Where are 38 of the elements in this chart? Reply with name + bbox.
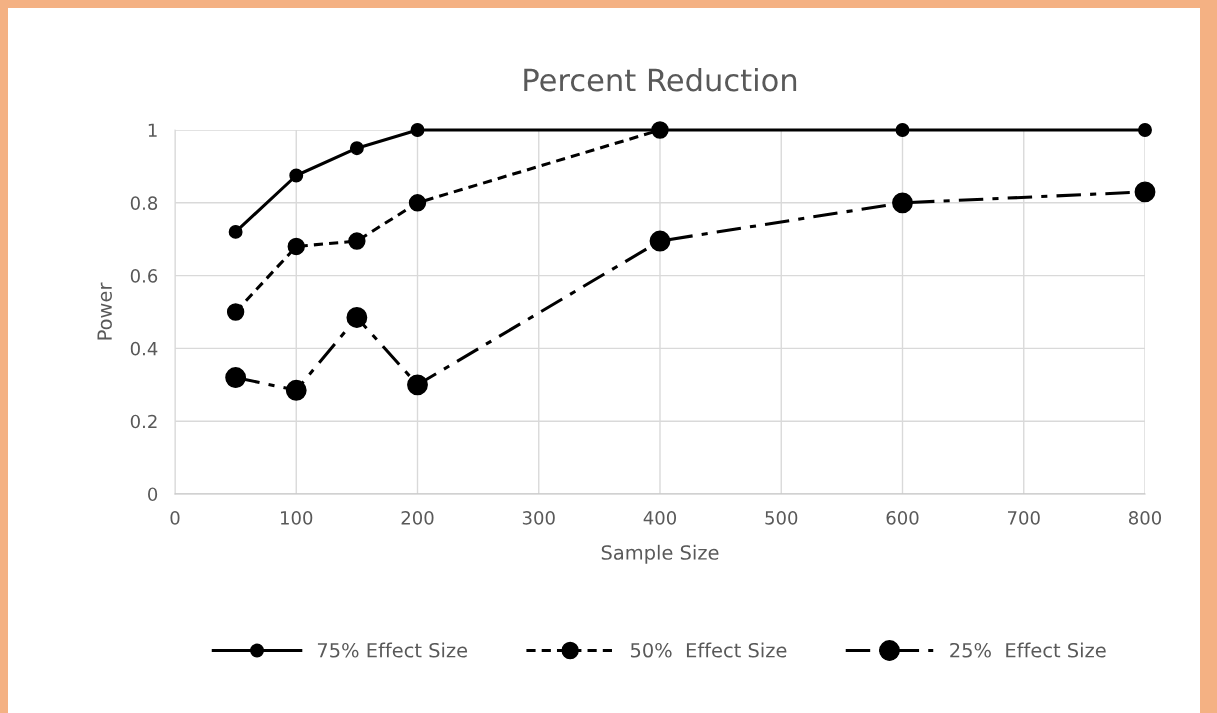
y-tick-label: 0.2 [130, 414, 157, 429]
legend-label: 75% Effect Size [317, 642, 468, 658]
x-axis-title: Sample Size [601, 544, 719, 564]
point [228, 224, 243, 239]
point [225, 367, 247, 388]
point [649, 230, 671, 252]
y-tick-label: 0.6 [130, 269, 158, 283]
point [348, 232, 366, 250]
y-axis-title: Power [97, 282, 112, 340]
x-tick-label: 300 [522, 510, 555, 525]
legend-label: 25% Effect Size [950, 642, 1106, 658]
x-tick-label: 200 [401, 510, 434, 525]
point [410, 123, 425, 137]
legend-label: 50% Effect Size [630, 642, 787, 658]
x-tick-label: 600 [886, 510, 919, 525]
x-tick-label: 500 [765, 510, 798, 525]
point [407, 374, 428, 396]
y-tick-label: 1 [148, 123, 157, 137]
point [287, 237, 305, 256]
point [895, 123, 910, 137]
point [1138, 123, 1152, 137]
point [289, 168, 304, 183]
chart-title: Percent Reduction [524, 67, 797, 92]
x-tick-label: 100 [281, 510, 313, 525]
point [346, 307, 368, 328]
point [226, 303, 245, 321]
y-tick-label: 0 [148, 487, 158, 502]
y-tick-label: 0.4 [130, 341, 158, 356]
x-tick-label: 800 [1128, 510, 1162, 525]
x-tick-label: 0 [170, 510, 180, 525]
point [892, 192, 913, 214]
point [349, 141, 364, 156]
y-tick-label: 0.8 [130, 196, 158, 210]
point [285, 379, 307, 401]
x-tick-label: 400 [643, 510, 677, 525]
x-tick-label: 700 [1008, 510, 1040, 525]
point [408, 194, 427, 212]
point [1134, 181, 1156, 203]
